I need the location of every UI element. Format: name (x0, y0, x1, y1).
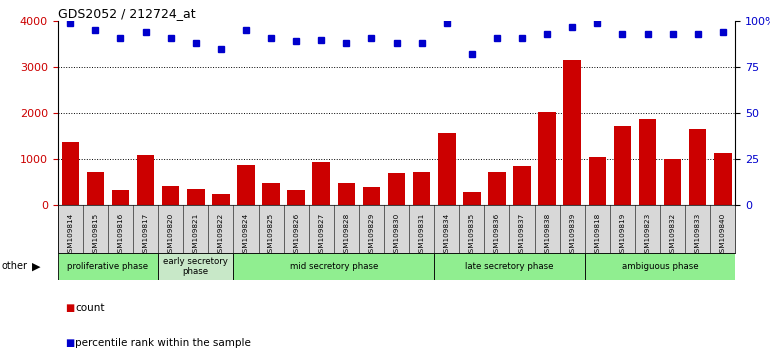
Bar (86, 172, 104, 205)
Text: ■: ■ (65, 303, 75, 313)
Text: GSM109830: GSM109830 (393, 212, 400, 257)
Text: GSM109815: GSM109815 (92, 212, 99, 257)
Text: GSM109839: GSM109839 (569, 212, 575, 257)
Text: GSM109837: GSM109837 (519, 212, 525, 257)
Text: ■: ■ (65, 338, 75, 348)
Text: GSM109817: GSM109817 (142, 212, 149, 257)
Bar (162, 185, 179, 205)
Bar (438, 133, 456, 205)
Text: GSM109828: GSM109828 (343, 212, 350, 257)
Text: other: other (2, 261, 28, 271)
Bar (313, 161, 330, 205)
Text: GSM109816: GSM109816 (118, 212, 123, 257)
Text: GSM109826: GSM109826 (293, 212, 300, 257)
Bar (62, 142, 79, 205)
Bar (337, 183, 355, 205)
Text: GSM109825: GSM109825 (268, 212, 274, 257)
Text: GSM109834: GSM109834 (444, 212, 450, 257)
Text: GSM109831: GSM109831 (419, 212, 424, 257)
Text: GSM109835: GSM109835 (469, 212, 475, 257)
Text: GSM109827: GSM109827 (318, 212, 324, 257)
Text: GSM109823: GSM109823 (644, 212, 651, 257)
Bar (664, 159, 681, 205)
Bar (588, 156, 606, 205)
Bar (584, 253, 735, 280)
Text: percentile rank within the sample: percentile rank within the sample (75, 338, 251, 348)
Bar (388, 173, 405, 205)
Bar (187, 189, 205, 205)
Text: GSM109824: GSM109824 (243, 212, 249, 257)
Bar (714, 153, 732, 205)
Bar (237, 165, 255, 205)
Bar (137, 155, 154, 205)
Text: mid secretory phase: mid secretory phase (290, 262, 378, 271)
Bar (287, 190, 305, 205)
Bar (212, 194, 229, 205)
Text: GSM109819: GSM109819 (619, 212, 625, 257)
Bar (263, 183, 280, 205)
Text: GSM109821: GSM109821 (192, 212, 199, 257)
Text: GSM109820: GSM109820 (168, 212, 174, 257)
Bar (58, 253, 158, 280)
Bar (434, 253, 584, 280)
Bar (639, 119, 656, 205)
Bar (363, 187, 380, 205)
Bar (463, 192, 480, 205)
Bar (413, 172, 430, 205)
Bar (564, 60, 581, 205)
Text: GSM109836: GSM109836 (494, 212, 500, 257)
Text: ambiguous phase: ambiguous phase (621, 262, 698, 271)
Text: GSM109832: GSM109832 (670, 212, 675, 257)
Text: proliferative phase: proliferative phase (68, 262, 149, 271)
Bar (233, 253, 434, 280)
Bar (538, 112, 556, 205)
Text: GSM109829: GSM109829 (369, 212, 374, 257)
Text: count: count (75, 303, 105, 313)
Bar (689, 129, 707, 205)
Text: late secretory phase: late secretory phase (465, 262, 554, 271)
Text: GSM109838: GSM109838 (544, 212, 550, 257)
Text: GDS2052 / 212724_at: GDS2052 / 212724_at (58, 7, 196, 20)
Bar (112, 190, 129, 205)
Bar (614, 126, 631, 205)
Text: ▶: ▶ (32, 261, 41, 271)
Text: GSM109818: GSM109818 (594, 212, 601, 257)
Bar (488, 172, 506, 205)
Text: early secretory
phase: early secretory phase (163, 257, 228, 276)
Bar (158, 253, 233, 280)
Text: GSM109822: GSM109822 (218, 212, 224, 257)
Bar (514, 166, 531, 205)
Text: GSM109840: GSM109840 (720, 212, 726, 257)
Text: GSM109814: GSM109814 (67, 212, 73, 257)
Text: GSM109833: GSM109833 (695, 212, 701, 257)
